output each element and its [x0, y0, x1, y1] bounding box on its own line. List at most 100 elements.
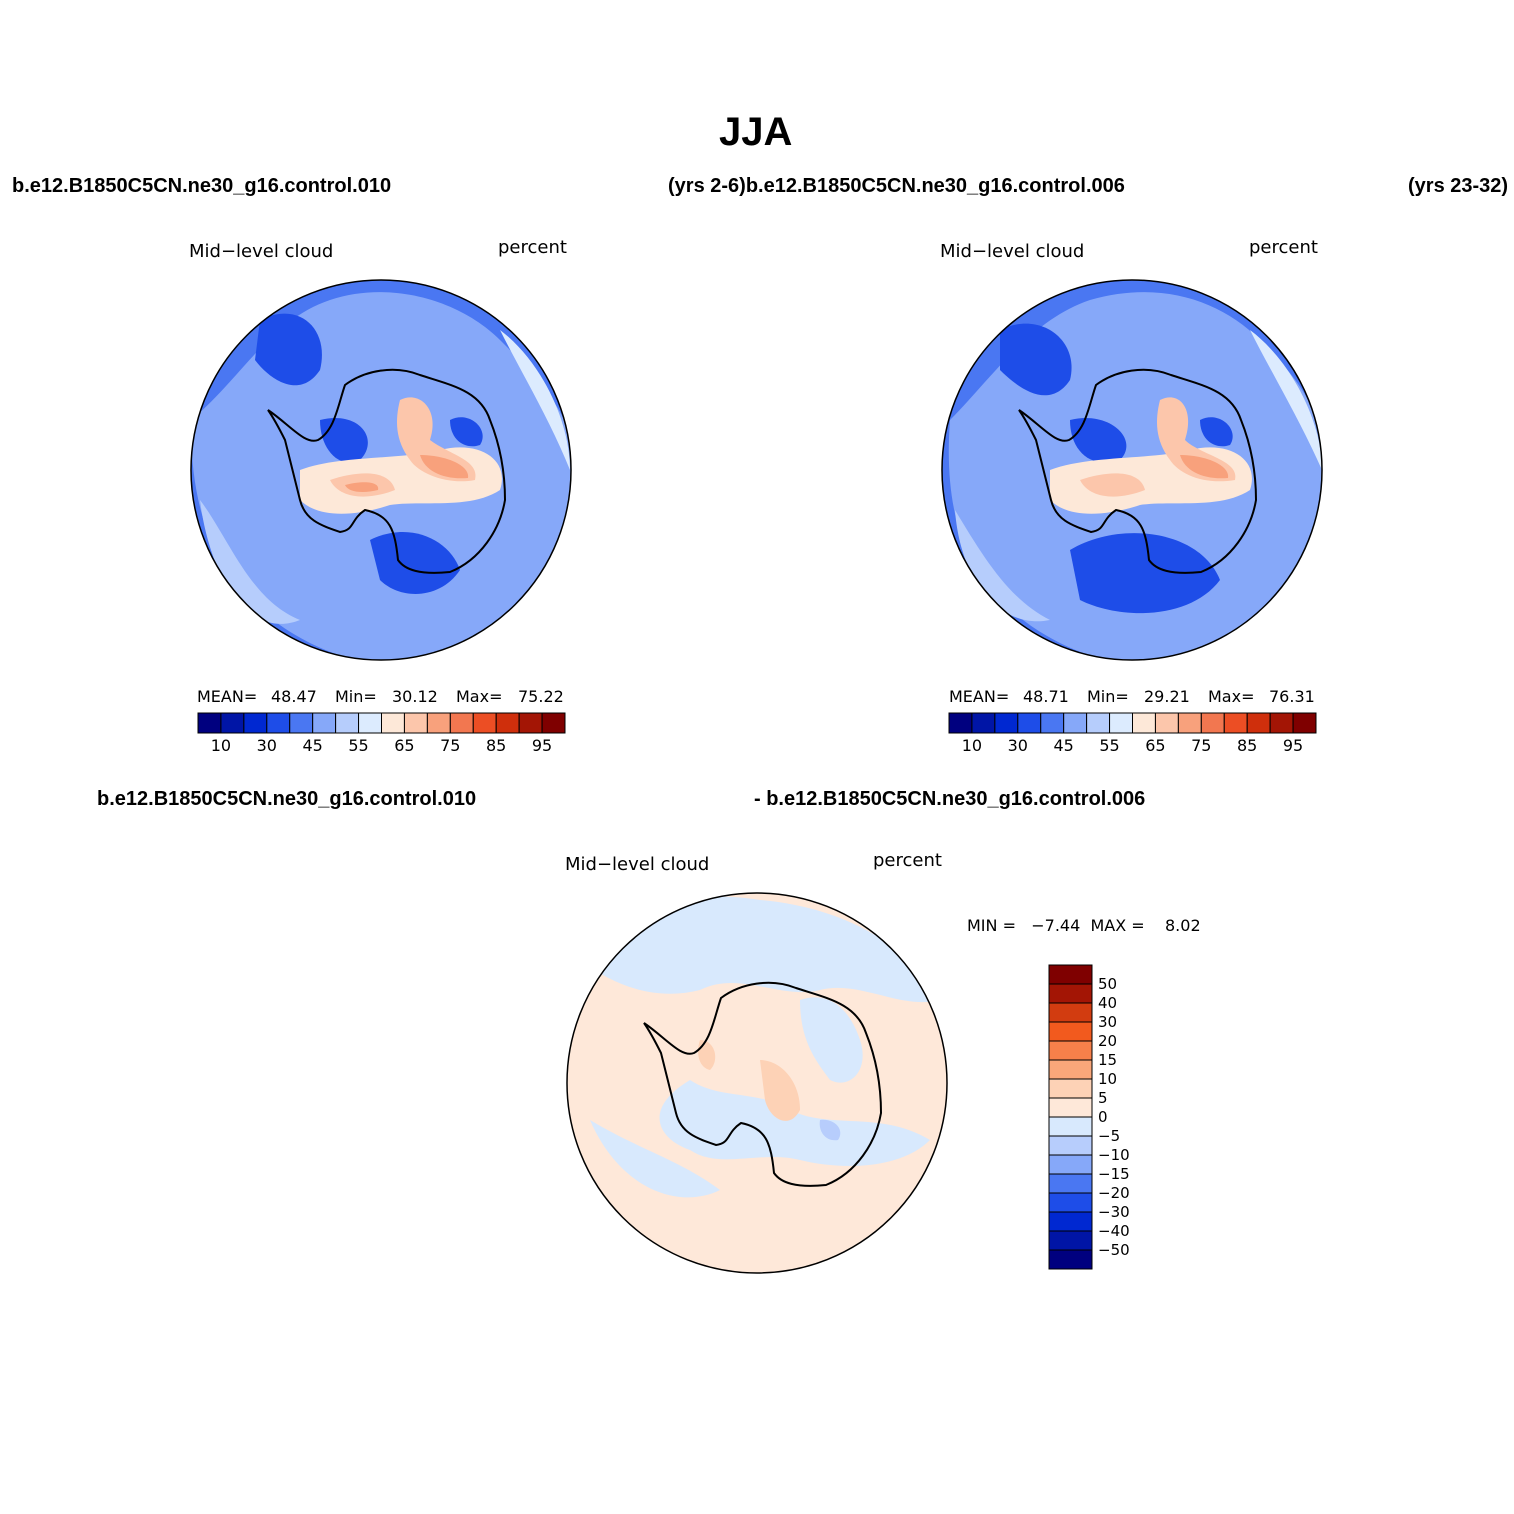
colorbar1-swatch: [197, 712, 222, 734]
colorbar1-swatch: [541, 712, 566, 734]
colorbar2-swatch: [1040, 712, 1065, 734]
colorbar3-swatch: [1048, 1230, 1093, 1251]
panel3-minmax-label: MIN = −7.44 MAX = 8.02: [967, 916, 1201, 935]
map2-coastline: [1018, 368, 1258, 574]
colorbar1-tick-label: 45: [303, 736, 323, 755]
colorbar2-swatch: [1292, 712, 1317, 734]
colorbar3-tick-label: 20: [1098, 1032, 1117, 1050]
colorbar3-swatch: [1048, 1097, 1093, 1118]
colorbar1-swatch: [518, 712, 543, 734]
colorbar2-swatch: [1177, 712, 1202, 734]
top-middle-case-label: (yrs 2-6)b.e12.B1850C5CN.ne30_g16.contro…: [668, 175, 1125, 197]
colorbar1-tick-label: 85: [486, 736, 506, 755]
colorbar1-tick-label: 10: [211, 736, 231, 755]
colorbar3-swatch: [1048, 1040, 1093, 1061]
panel1-min-value: 30.12: [392, 687, 438, 706]
colorbar2-swatch: [1109, 712, 1133, 734]
panel3-units-label: percent: [873, 850, 942, 871]
colorbar3-tick-label: 10: [1098, 1070, 1117, 1088]
top-left-case-label: b.e12.B1850C5CN.ne30_g16.control.010: [12, 175, 392, 197]
colorbar2-swatch: [1017, 712, 1042, 734]
colorbar3-tick-label: −10: [1098, 1146, 1130, 1164]
colorbar2-tick-label: 65: [1145, 736, 1165, 755]
colorbar2-swatch: [948, 712, 973, 734]
map1-coastline: [267, 368, 507, 574]
colorbar3-tick-label: −20: [1098, 1184, 1130, 1202]
colorbar1-swatch: [220, 712, 245, 734]
panel2-mean-label: MEAN=: [949, 687, 1010, 706]
top-right-years-label: (yrs 23-32): [1408, 175, 1509, 197]
colorbar1-swatch: [289, 712, 314, 734]
colorbar2-tick-label: 45: [1054, 736, 1074, 755]
panel1-mean-label: MEAN=: [197, 687, 258, 706]
colorbar2-tick-label: 30: [1008, 736, 1028, 755]
colorbar1-swatch: [403, 712, 428, 734]
colorbar1-swatch: [358, 712, 382, 734]
colorbar2-swatch: [1063, 712, 1088, 734]
colorbar3-swatch: [1048, 1173, 1093, 1194]
colorbar2-tick-label: 55: [1099, 736, 1119, 755]
panel2-min-label: Min=: [1087, 687, 1129, 706]
colorbar2-swatch: [1200, 712, 1225, 734]
colorbar1-tick-label: 95: [532, 736, 552, 755]
colorbar2-tick-label: 75: [1191, 736, 1211, 755]
colorbar1-swatch: [495, 712, 520, 734]
colorbar-panel-1: 10 30 45 55 65 75 85 95: [197, 712, 566, 755]
colorbar1-tick-label: 65: [394, 736, 414, 755]
colorbar2-swatch: [1269, 712, 1294, 734]
colorbar2-tick-label: 85: [1237, 736, 1257, 755]
panel1-mean-value: 48.47: [271, 687, 317, 706]
colorbar3-tick-label: −5: [1098, 1127, 1120, 1145]
colorbar3-swatch: [1048, 983, 1093, 1004]
colorbar1-swatch: [266, 712, 291, 734]
colorbar3-swatch: [1048, 1116, 1093, 1137]
colorbar3-swatch: [1048, 1078, 1093, 1099]
panel1-max-label: Max=: [456, 687, 503, 706]
panel1-units-label: percent: [498, 237, 567, 258]
map3-coastline: [643, 981, 883, 1187]
map2-field: [942, 280, 1322, 660]
colorbar3-tick-label: 5: [1098, 1089, 1108, 1107]
colorbar3-swatch: [1048, 1192, 1093, 1213]
colorbar2-tick-label: 95: [1283, 736, 1303, 755]
colorbar1-swatch: [335, 712, 360, 734]
colorbar3-tick-label: 0: [1098, 1108, 1108, 1126]
colorbar3-tick-label: −30: [1098, 1203, 1130, 1221]
figure-title: JJA: [719, 110, 793, 154]
colorbar1-tick-label: 55: [348, 736, 368, 755]
bottom-left-case-label: b.e12.B1850C5CN.ne30_g16.control.010: [97, 788, 477, 810]
colorbar1-swatch: [243, 712, 268, 734]
colorbar2-swatch: [1246, 712, 1271, 734]
colorbar3-tick-label: −15: [1098, 1165, 1130, 1183]
panel1-max-value: 75.22: [518, 687, 564, 706]
panel2-mean-value: 48.71: [1023, 687, 1069, 706]
panel2-max-label: Max=: [1208, 687, 1255, 706]
colorbar3-tick-label: 30: [1098, 1013, 1117, 1031]
map3-field: [567, 893, 947, 1273]
colorbar-panel-2: 10 30 45 55 65 75 85 95: [948, 712, 1317, 755]
panel3-variable-label: Mid−level cloud: [565, 854, 710, 875]
colorbar3-swatch: [1048, 1211, 1093, 1232]
colorbar2-swatch: [1132, 712, 1156, 734]
colorbar3-swatch: [1048, 1002, 1093, 1023]
panel1-min-label: Min=: [335, 687, 377, 706]
colorbar3-swatch: [1048, 1154, 1093, 1175]
colorbar2-swatch: [1154, 712, 1179, 734]
colorbar3-swatch: [1048, 1059, 1093, 1080]
panel2-max-value: 76.31: [1269, 687, 1315, 706]
colorbar3-tick-label: −40: [1098, 1222, 1130, 1240]
colorbar3-swatch: [1048, 1249, 1093, 1270]
colorbar1-swatch: [312, 712, 337, 734]
panel2-variable-label: Mid−level cloud: [940, 241, 1085, 262]
colorbar3-swatch: [1048, 964, 1093, 985]
colorbar3-tick-label: 15: [1098, 1051, 1117, 1069]
colorbar3-swatch: [1048, 1021, 1093, 1042]
colorbar2-swatch: [994, 712, 1019, 734]
colorbar2-swatch: [1086, 712, 1111, 734]
colorbar3-tick-label: 50: [1098, 975, 1117, 993]
colorbar1-swatch: [472, 712, 497, 734]
colorbar1-swatch: [449, 712, 474, 734]
colorbar1-swatch: [426, 712, 451, 734]
bottom-right-case-label: - b.e12.B1850C5CN.ne30_g16.control.006: [754, 788, 1146, 810]
